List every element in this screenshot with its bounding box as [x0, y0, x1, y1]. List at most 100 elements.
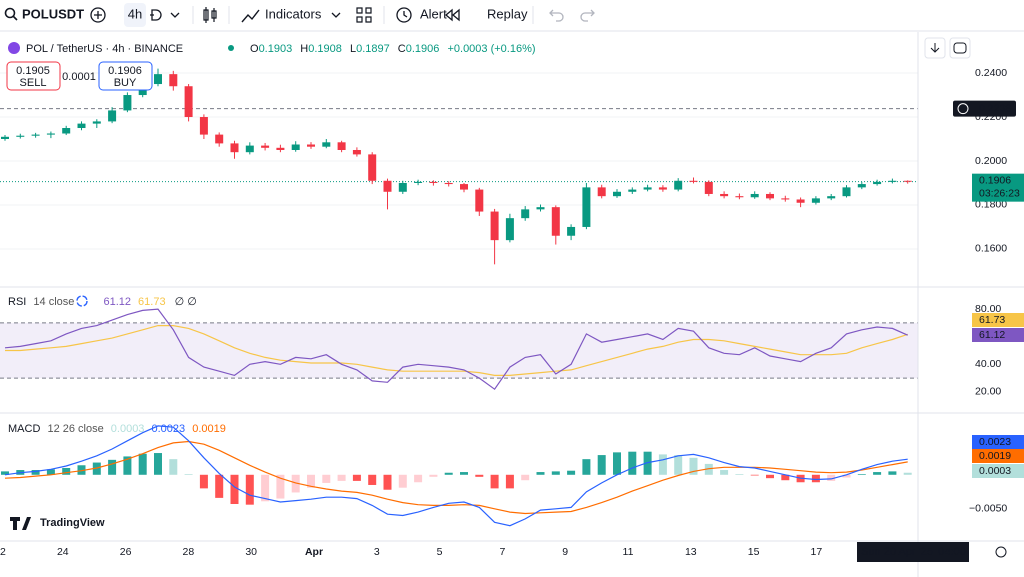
interval[interactable]: 4h	[128, 6, 142, 21]
fullscreen-icon	[953, 42, 967, 54]
candle-body	[123, 95, 132, 111]
candle-body	[613, 191, 621, 197]
buy-button[interactable]	[98, 61, 153, 91]
dropdown-icon[interactable]	[170, 12, 180, 18]
candle-body	[245, 145, 254, 153]
sell-price[interactable]: 0.1905	[16, 65, 50, 77]
histogram-bar	[505, 474, 514, 489]
candle-body	[307, 144, 315, 147]
histogram-bar	[352, 474, 361, 481]
buy-price[interactable]: 0.1906	[108, 65, 142, 77]
indicators-icon[interactable]	[241, 9, 260, 23]
histogram-bar	[414, 474, 423, 483]
x-tick-label: 30	[245, 546, 257, 558]
candle-body	[398, 182, 407, 192]
histogram-bar	[230, 474, 239, 504]
sell-label[interactable]: SELL	[20, 77, 47, 89]
candle-body	[261, 145, 270, 148]
histogram-bar	[674, 455, 683, 475]
y-tick-label: 0.2400	[975, 67, 1007, 79]
sell-button[interactable]	[6, 61, 61, 91]
histogram-bar	[108, 459, 117, 475]
histogram-bar	[398, 474, 407, 488]
spread: 0.0001	[62, 71, 96, 83]
y-tick-label: 0.2000	[975, 155, 1007, 167]
rsi-line	[4, 308, 908, 391]
histogram-bar	[322, 474, 331, 483]
candle-body	[62, 128, 71, 134]
x-tick-label: 13	[685, 546, 697, 558]
candle-body	[490, 211, 499, 241]
candle-body	[796, 199, 805, 203]
crosshair-time: 04:00	[938, 546, 966, 558]
histogram-bar	[291, 474, 300, 493]
histogram-bar	[873, 472, 882, 475]
histogram-bar	[490, 474, 499, 489]
candle-body	[735, 196, 744, 198]
histogram-bar	[154, 453, 162, 475]
rsi-value: 61.12	[103, 296, 131, 308]
low-key: L	[350, 43, 356, 55]
histogram-bar	[368, 474, 377, 485]
histogram-bar	[857, 474, 866, 475]
search-icon[interactable]	[4, 7, 16, 19]
interval-button[interactable]	[124, 3, 146, 27]
candles-icon[interactable]	[203, 7, 217, 23]
histogram-bar	[276, 474, 285, 499]
x-tick-label: 3	[374, 546, 380, 558]
candle-body	[766, 193, 774, 199]
add-symbol[interactable]	[90, 7, 106, 23]
candle-body	[521, 209, 530, 219]
candle-body	[842, 187, 851, 197]
histogram-bar	[903, 472, 912, 475]
candle-body	[16, 135, 25, 137]
y-tick-label: −0.0050	[969, 503, 1007, 515]
candle-body	[31, 134, 40, 136]
open-value: 0.1903	[259, 43, 293, 55]
histogram-bar	[62, 467, 71, 475]
replay-button[interactable]: Replay	[487, 6, 528, 21]
symbol[interactable]: POLUSDT	[22, 6, 84, 21]
candle-body	[704, 181, 713, 194]
candle-body	[582, 187, 591, 227]
x-tick-label: 5	[437, 546, 443, 558]
candle-body	[460, 184, 468, 190]
candle-body	[475, 189, 484, 212]
histogram-bar	[307, 474, 315, 488]
rsi-params: 14 close	[33, 296, 74, 308]
undo-icon[interactable]	[549, 9, 564, 22]
alert-button[interactable]: Alert	[420, 6, 447, 21]
branding: TradingView	[40, 517, 105, 529]
chart-type-icon[interactable]	[150, 9, 162, 21]
candle-body	[199, 117, 208, 135]
histogram-bar	[766, 474, 774, 479]
low-value: 0.1897	[356, 43, 390, 55]
histogram-bar	[261, 474, 270, 502]
replay-icon[interactable]	[444, 8, 460, 22]
settings-icon[interactable]	[995, 546, 1007, 558]
candle-body	[337, 142, 346, 150]
layouts-icon[interactable]	[356, 7, 372, 23]
candle-body	[674, 180, 683, 190]
macd-axis-box	[972, 449, 1024, 463]
histogram-bar	[1, 471, 9, 475]
dropdown-icon[interactable]	[331, 12, 341, 18]
candle-body	[368, 154, 377, 181]
candle-body	[352, 149, 361, 155]
signal-line	[4, 440, 908, 515]
hist-value: 0.0003	[111, 423, 145, 435]
crosshair-date: Sun 20 Apr '25	[861, 546, 933, 558]
countdown: 03:26:23	[979, 187, 1020, 199]
macd-params: 12 26 close	[47, 423, 103, 435]
indicators-button[interactable]: Indicators	[265, 6, 322, 21]
high-key: H	[300, 43, 308, 55]
x-tick-label: 24	[57, 546, 69, 558]
macd-line	[4, 425, 908, 527]
alert-icon[interactable]	[396, 7, 412, 23]
close-key: C	[398, 43, 406, 55]
buy-label[interactable]: BUY	[114, 77, 137, 89]
macd-axis-label: 0.0019	[979, 450, 1011, 462]
rsi-ma-axis-label: 61.73	[979, 314, 1005, 326]
redo-icon[interactable]	[580, 9, 595, 22]
fullscreen-button[interactable]	[949, 37, 971, 59]
